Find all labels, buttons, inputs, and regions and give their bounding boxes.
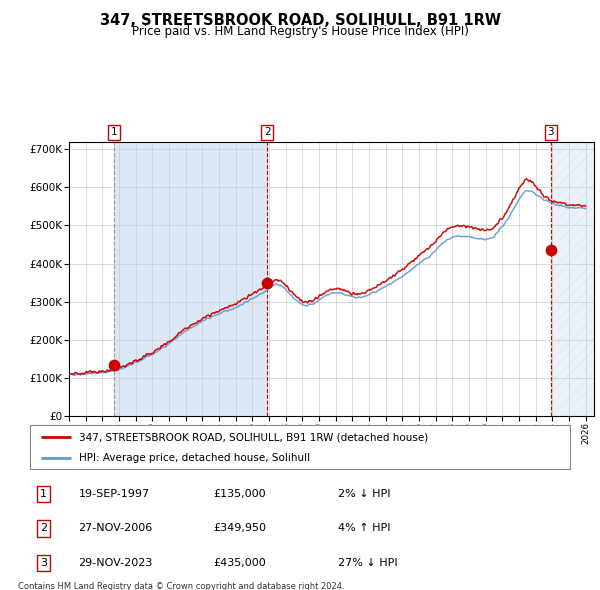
Text: Contains HM Land Registry data © Crown copyright and database right 2024.
This d: Contains HM Land Registry data © Crown c… (18, 582, 344, 590)
Text: 347, STREETSBROOK ROAD, SOLIHULL, B91 1RW (detached house): 347, STREETSBROOK ROAD, SOLIHULL, B91 1R… (79, 432, 428, 442)
Text: 19-SEP-1997: 19-SEP-1997 (79, 489, 150, 499)
Text: £435,000: £435,000 (214, 558, 266, 568)
Text: 1: 1 (111, 127, 118, 137)
Text: Price paid vs. HM Land Registry's House Price Index (HPI): Price paid vs. HM Land Registry's House … (131, 25, 469, 38)
Text: 2% ↓ HPI: 2% ↓ HPI (338, 489, 390, 499)
FancyBboxPatch shape (30, 425, 570, 469)
Text: 29-NOV-2023: 29-NOV-2023 (79, 558, 153, 568)
Point (546, 245, 556, 255)
Point (110, 360, 119, 369)
Bar (551, 142, 594, 416)
Bar (115, 142, 268, 416)
Text: 3: 3 (40, 558, 47, 568)
Text: 3: 3 (548, 127, 554, 137)
Point (263, 278, 272, 287)
Text: £135,000: £135,000 (214, 489, 266, 499)
Text: 27% ↓ HPI: 27% ↓ HPI (338, 558, 397, 568)
Text: 27-NOV-2006: 27-NOV-2006 (79, 523, 153, 533)
Text: 1: 1 (40, 489, 47, 499)
Text: HPI: Average price, detached house, Solihull: HPI: Average price, detached house, Soli… (79, 453, 310, 463)
Text: £349,950: £349,950 (214, 523, 266, 533)
Text: 4% ↑ HPI: 4% ↑ HPI (338, 523, 390, 533)
Text: 347, STREETSBROOK ROAD, SOLIHULL, B91 1RW: 347, STREETSBROOK ROAD, SOLIHULL, B91 1R… (100, 13, 500, 28)
Text: 2: 2 (264, 127, 271, 137)
Text: 2: 2 (40, 523, 47, 533)
